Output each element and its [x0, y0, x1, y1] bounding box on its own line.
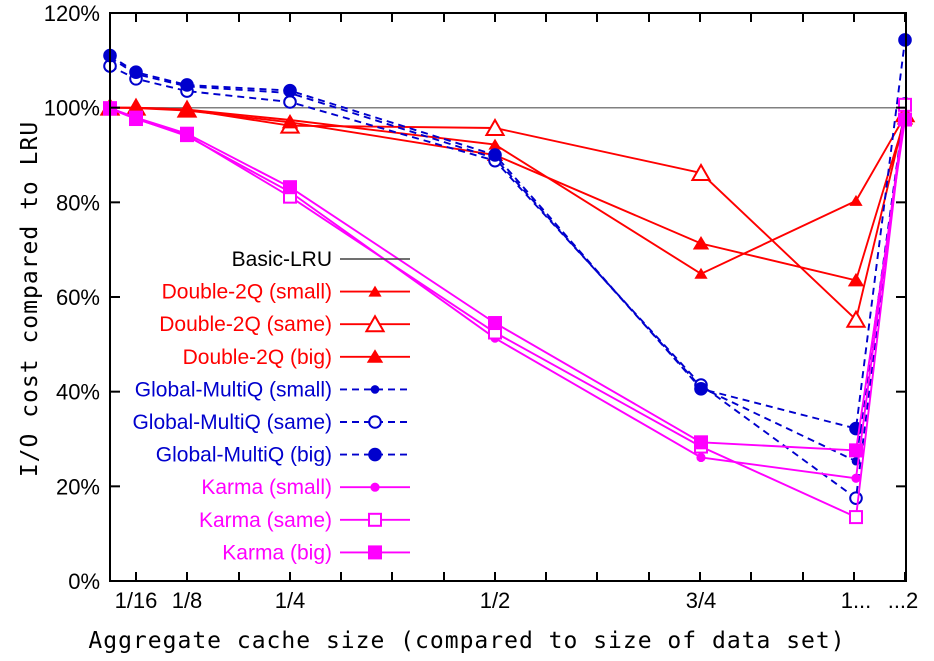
data-point-marker: [694, 435, 708, 450]
y-tick-label: 40%: [56, 380, 100, 405]
data-point-marker: [488, 316, 502, 331]
legend-label: Global-MultiQ (same): [132, 411, 332, 434]
data-point-marker: [368, 447, 382, 462]
data-point-marker: [849, 510, 863, 525]
data-point-marker: [283, 83, 297, 98]
data-point-marker: [692, 236, 710, 250]
data-point-marker: [283, 180, 297, 195]
legend-label: Karma (big): [222, 541, 332, 564]
legend-label: Global-MultiQ (small): [135, 378, 332, 401]
x-tick-label: 1/8: [172, 588, 203, 613]
data-point-marker: [283, 95, 297, 109]
series-line-Double-2Q (big): [109, 106, 906, 282]
data-point-marker: [281, 114, 299, 129]
x-tick-label: 1/16: [115, 588, 158, 613]
x-tick-label: 1...: [841, 588, 872, 613]
series-line-Karma (same): [109, 104, 906, 519]
data-point-marker: [370, 385, 380, 394]
data-point-marker: [694, 267, 708, 279]
data-point-marker: [484, 118, 506, 137]
data-point-marker: [366, 349, 384, 363]
data-point-marker: [129, 65, 143, 79]
legend-label: Double-2Q (same): [159, 313, 332, 336]
legend-label: Global-MultiQ (big): [156, 444, 332, 467]
data-point-marker: [129, 110, 143, 125]
data-point-marker: [178, 103, 196, 117]
y-tick-label: 120%: [44, 1, 100, 26]
legend-label: Karma (small): [201, 476, 332, 499]
series-line-Double-2Q (small): [110, 106, 906, 275]
data-point-marker: [180, 126, 194, 141]
series-line-Global-MultiQ (big): [109, 39, 906, 430]
data-point-marker: [488, 138, 502, 150]
legend-label: Double-2Q (big): [183, 346, 332, 369]
data-point-marker: [849, 491, 863, 505]
y-tick-label: 60%: [56, 285, 100, 310]
series-line-Global-MultiQ (same): [109, 65, 906, 500]
legend-label: Double-2Q (small): [162, 281, 332, 304]
y-axis-title: I/O cost compared to LRU: [17, 120, 43, 478]
data-point-marker: [364, 314, 386, 333]
x-tick-label: ...2: [888, 588, 919, 613]
x-tick-label: 3/4: [686, 588, 717, 613]
series-line-Karma (big): [109, 107, 906, 452]
x-tick-label: 1/4: [275, 588, 306, 613]
legend-label: Karma (same): [199, 509, 332, 532]
data-point-marker: [368, 512, 382, 527]
x-axis-title: Aggregate cache size (compared to size o…: [88, 628, 846, 654]
data-point-marker: [368, 285, 382, 297]
data-point-marker: [847, 272, 865, 287]
data-point-marker: [849, 194, 863, 206]
data-point-marker: [368, 415, 382, 429]
data-point-marker: [696, 452, 706, 463]
legend-label: Basic-LRU: [232, 248, 332, 271]
data-point-marker: [845, 309, 867, 328]
data-point-marker: [368, 545, 382, 560]
data-point-marker: [180, 78, 194, 92]
x-tick-label: 1/2: [480, 588, 511, 613]
data-point-marker: [690, 162, 712, 181]
y-tick-label: 0%: [68, 569, 100, 594]
data-point-marker: [849, 443, 863, 458]
y-tick-label: 80%: [56, 190, 100, 215]
data-point-marker: [851, 473, 861, 483]
y-tick-label: 20%: [56, 474, 100, 499]
data-point-marker: [488, 148, 502, 162]
data-point-marker: [694, 382, 708, 396]
data-point-marker: [370, 482, 380, 492]
y-tick-label: 100%: [44, 96, 100, 121]
